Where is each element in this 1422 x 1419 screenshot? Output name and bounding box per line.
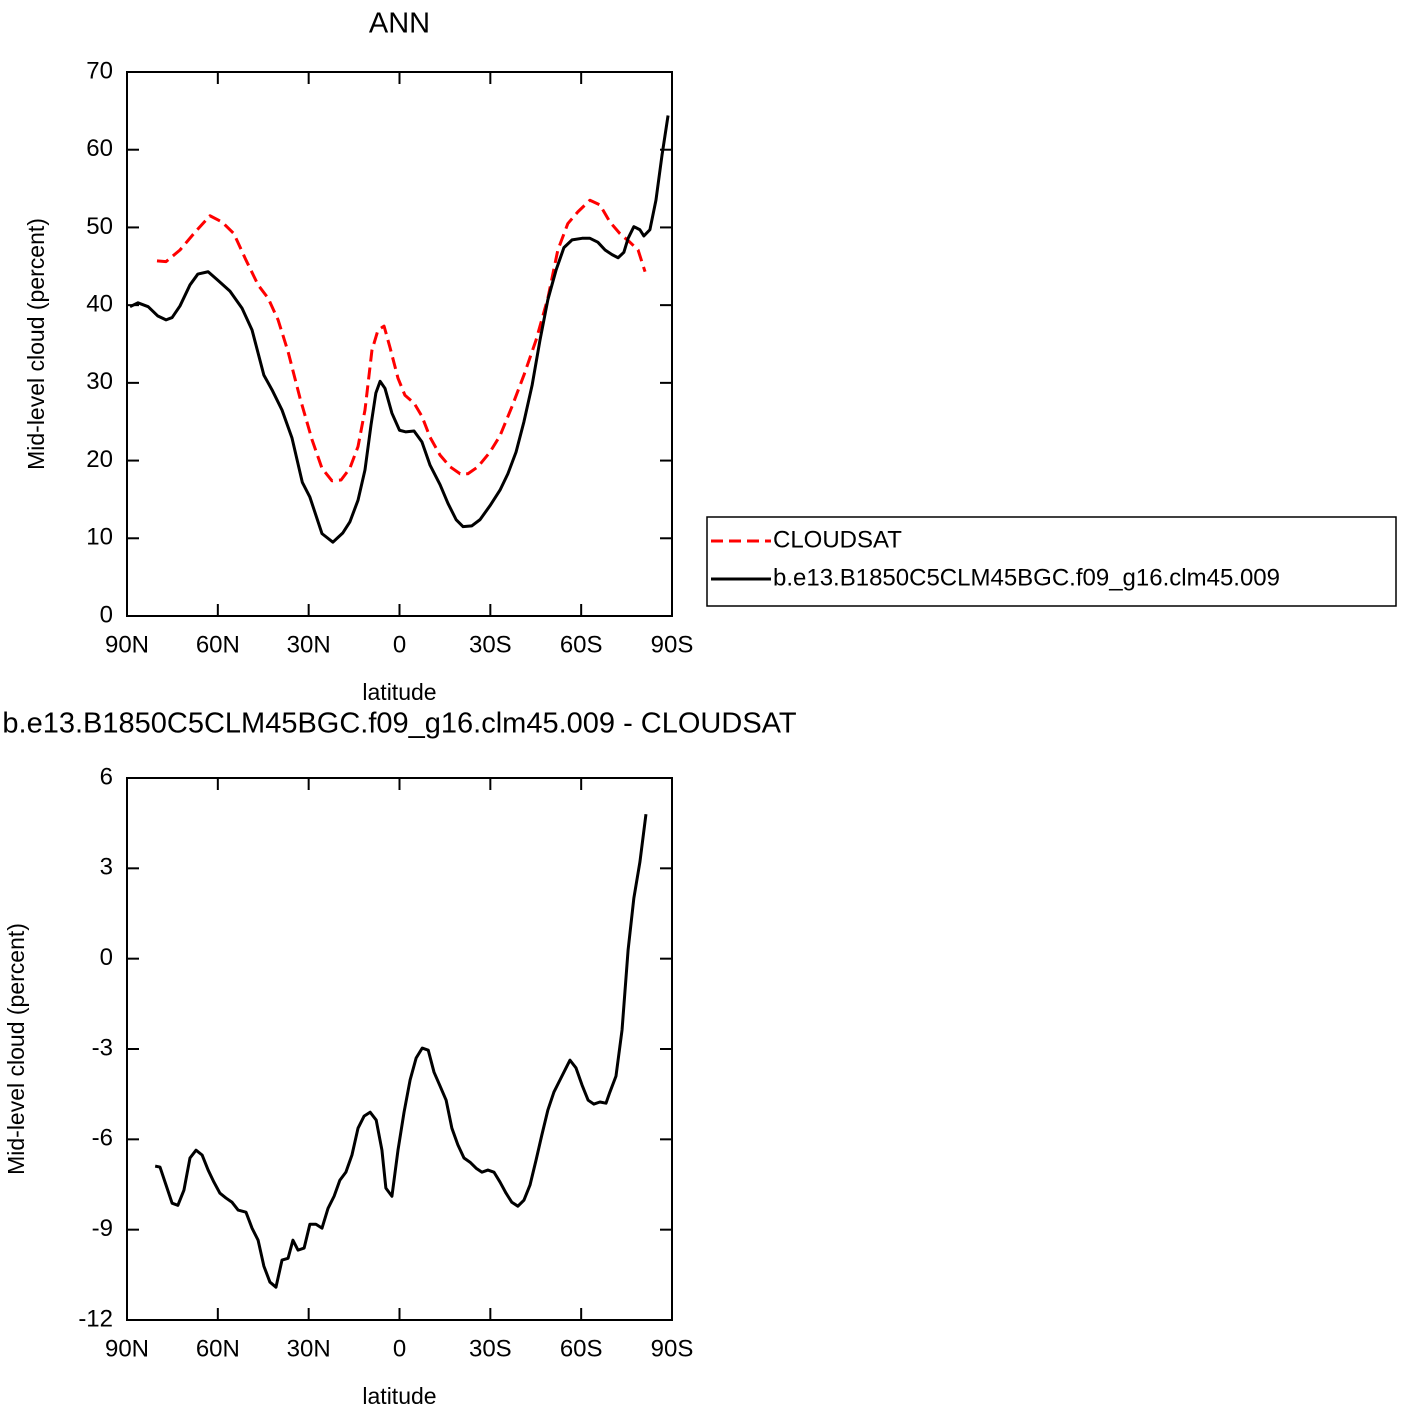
x-axis-label: latitude: [362, 1383, 436, 1409]
legend-label: CLOUDSAT: [773, 526, 902, 553]
y-axis-label: Mid-level cloud (percent): [23, 218, 49, 470]
y-tick-label: -12: [78, 1305, 113, 1332]
x-tick-label: 0: [393, 1335, 406, 1362]
x-axis-label: latitude: [362, 679, 436, 705]
y-tick-label: 10: [86, 524, 113, 551]
data-line: [154, 813, 648, 1289]
y-tick-label: 70: [86, 57, 113, 84]
chart-title: ANN: [369, 8, 430, 40]
x-tick-label: 30N: [287, 631, 331, 658]
y-tick-label: 30: [86, 368, 113, 395]
legend-box: [706, 516, 1397, 607]
x-tick-label: 90S: [651, 1335, 694, 1362]
plot-frame: [126, 777, 673, 1321]
y-tick-label: 0: [100, 944, 113, 971]
x-tick-label: 90N: [105, 1335, 149, 1362]
x-tick-label: 90N: [105, 631, 149, 658]
y-tick-label: 6: [100, 763, 113, 790]
y-tick-label: 60: [86, 135, 113, 162]
x-tick-label: 60S: [560, 1335, 603, 1362]
x-tick-label: 30S: [469, 1335, 512, 1362]
y-tick-label: -3: [92, 1034, 113, 1061]
y-tick-label: -9: [92, 1215, 113, 1242]
y-tick-label: -6: [92, 1125, 113, 1152]
y-tick-label: 40: [86, 290, 113, 317]
legend-label: b.e13.B1850C5CLM45BGC.f09_g16.clm45.009: [773, 564, 1280, 591]
y-tick-label: 20: [86, 446, 113, 473]
chart-title: b.e13.B1850C5CLM45BGC.f09_g16.clm45.009 …: [2, 708, 796, 740]
x-tick-label: 60S: [560, 631, 603, 658]
data-line: [129, 115, 670, 544]
data-line: [156, 198, 647, 483]
y-tick-label: 3: [100, 854, 113, 881]
plot-frame: [126, 71, 673, 617]
y-tick-label: 0: [100, 601, 113, 628]
x-tick-label: 90S: [651, 631, 694, 658]
y-tick-label: 50: [86, 213, 113, 240]
x-tick-label: 30N: [287, 1335, 331, 1362]
x-tick-label: 30S: [469, 631, 512, 658]
y-axis-label: Mid-level cloud (percent): [3, 923, 29, 1175]
x-tick-label: 60N: [196, 631, 240, 658]
x-tick-label: 60N: [196, 1335, 240, 1362]
x-tick-label: 0: [393, 631, 406, 658]
